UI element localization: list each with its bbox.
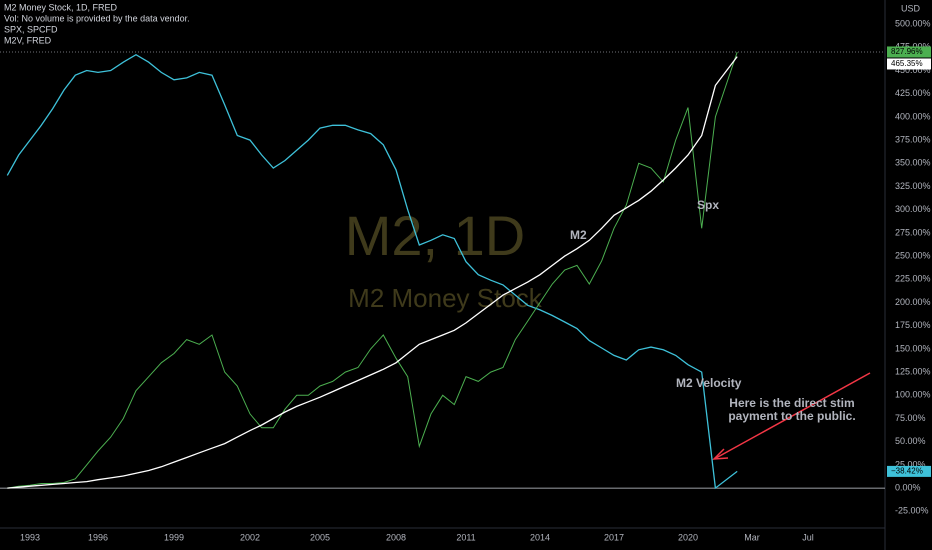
y-tick-label: 500.00% xyxy=(895,19,931,29)
y-tick-label: 0.00% xyxy=(895,482,921,492)
series-label: Spx xyxy=(697,198,719,212)
y-tick-label: 400.00% xyxy=(895,111,931,121)
series-label: M2 xyxy=(570,228,587,242)
series-line xyxy=(7,56,738,489)
x-tick-label: 1999 xyxy=(164,532,184,542)
price-badge xyxy=(887,465,931,477)
y-tick-label: 125.00% xyxy=(895,366,931,376)
legend-line: Vol: No volume is provided by the data v… xyxy=(4,13,190,23)
y-tick-label: -25.00% xyxy=(895,506,929,516)
y-tick-label: 200.00% xyxy=(895,297,931,307)
legend-line: SPX, SPCFD xyxy=(4,24,58,34)
y-tick-label: 250.00% xyxy=(895,250,931,260)
x-tick-label: 2002 xyxy=(240,532,260,542)
x-tick-label: 2017 xyxy=(604,532,624,542)
x-tick-label: Jul xyxy=(802,532,814,542)
annotation-arrow xyxy=(715,372,871,459)
annotation-text: payment to the public. xyxy=(728,409,855,423)
y-tick-label: 425.00% xyxy=(895,88,931,98)
x-tick-label: 2005 xyxy=(310,532,330,542)
price-badge-label: 827.96% xyxy=(891,47,923,56)
y-tick-label: 75.00% xyxy=(895,413,926,423)
x-tick-label: 1996 xyxy=(88,532,108,542)
price-badge-label: −38.42% xyxy=(891,467,923,476)
x-tick-label: 2011 xyxy=(456,532,475,542)
y-tick-label: 375.00% xyxy=(895,134,931,144)
x-tick-label: 2008 xyxy=(386,532,406,542)
y-tick-label: 175.00% xyxy=(895,320,931,330)
annotation-text: Here is the direct stim xyxy=(729,396,854,410)
price-badge xyxy=(887,46,931,58)
watermark: M2, 1D xyxy=(345,204,526,267)
price-badge-label: 465.35% xyxy=(891,59,923,68)
x-tick-label: 2014 xyxy=(530,532,550,542)
annotation-arrowhead xyxy=(712,448,729,460)
x-tick-label: Mar xyxy=(744,532,760,542)
y-tick-label: 275.00% xyxy=(895,227,931,237)
legend-line: M2 Money Stock, 1D, FRED xyxy=(4,2,118,12)
y-tick-label: 350.00% xyxy=(895,158,931,168)
x-tick-label: 1993 xyxy=(20,532,40,542)
y-tick-label: 25.00% xyxy=(895,459,926,469)
price-badge xyxy=(887,58,931,70)
y-tick-label: 50.00% xyxy=(895,436,926,446)
series-line xyxy=(6,53,738,490)
y-tick-label: 450.00% xyxy=(895,65,931,75)
legend-line: M2V, FRED xyxy=(4,35,52,45)
watermark-subtitle: M2 Money Stock xyxy=(348,283,543,313)
y-tick-label: 300.00% xyxy=(895,204,931,214)
y-tick-label: 225.00% xyxy=(895,274,931,284)
y-tick-label: 150.00% xyxy=(895,343,931,353)
series-label: M2 Velocity xyxy=(676,376,742,390)
y-tick-label: 325.00% xyxy=(895,181,931,191)
series-line xyxy=(7,51,738,489)
x-tick-label: 2020 xyxy=(678,532,698,542)
y-tick-label: 100.00% xyxy=(895,390,931,400)
currency-label: USD xyxy=(901,3,921,13)
